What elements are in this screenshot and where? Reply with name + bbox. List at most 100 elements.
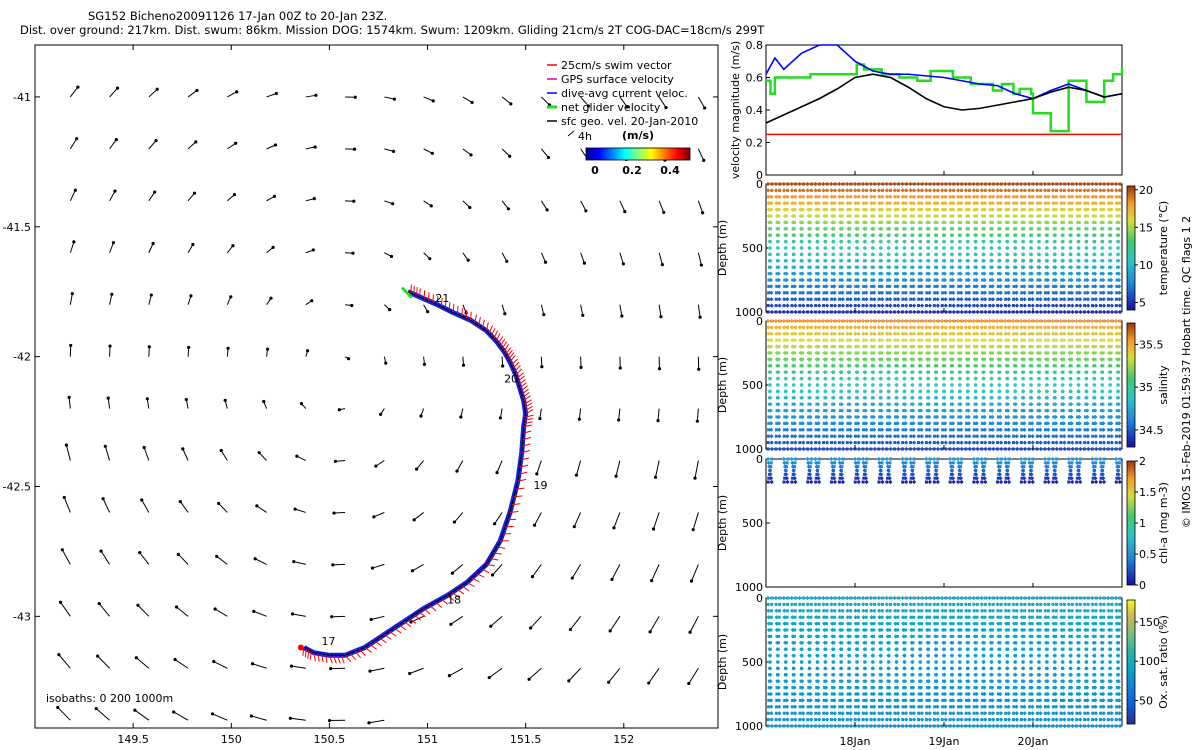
temperature-sample <box>1043 297 1047 301</box>
salinity-sample <box>1100 383 1104 387</box>
current-arrow <box>409 667 424 674</box>
salinity-sample <box>817 325 821 329</box>
salinity-sample <box>928 338 932 342</box>
oxygen-sample <box>769 628 773 632</box>
salinity-sample <box>878 402 882 406</box>
salinity-sample <box>989 402 993 406</box>
temperature-sample <box>1098 304 1102 308</box>
salinity-sample <box>857 325 861 329</box>
velocity-ylabel: velocity magnitude (m/s) <box>729 41 742 179</box>
temperature-sample <box>1085 240 1089 244</box>
temperature-sample <box>841 195 845 199</box>
chla-sample <box>932 480 936 484</box>
salinity-sample <box>1075 434 1079 438</box>
current-arrow-head <box>610 577 614 581</box>
temperature-sample <box>1078 201 1082 205</box>
salinity-ytick-label: 500 <box>742 379 763 392</box>
temperature-sample <box>935 214 939 218</box>
swim-vector <box>496 546 506 549</box>
oxygen-sample <box>777 622 781 626</box>
salinity-sample <box>1021 396 1025 400</box>
temperature-sample <box>1023 195 1027 199</box>
temperature-sample <box>1051 291 1055 295</box>
salinity-sample <box>815 409 819 413</box>
current-arrow <box>456 460 464 472</box>
chla-cbar-label: 1 <box>1139 517 1146 530</box>
temperature-sample <box>972 291 976 295</box>
temperature-sample <box>1055 182 1059 186</box>
temperature-sample <box>1011 310 1015 314</box>
temperature-sample <box>943 290 948 295</box>
current-arrow-head <box>108 344 112 348</box>
current-arrow-head <box>134 656 138 660</box>
temperature-sample <box>912 182 916 186</box>
salinity-sample <box>1098 447 1102 451</box>
temperature-sample <box>995 188 1000 193</box>
chla-sample <box>1116 472 1120 476</box>
salinity-sample <box>959 332 963 336</box>
salinity-sample <box>997 402 1001 406</box>
swim-vector <box>476 573 485 578</box>
temperature-sample <box>908 188 913 193</box>
temperature-sample <box>932 201 937 206</box>
salinity-sample <box>996 415 1000 419</box>
temperature-sample <box>918 265 922 269</box>
temperature-sample <box>793 188 797 192</box>
salinity-sample <box>1045 383 1049 387</box>
salinity-sample <box>1068 396 1072 400</box>
temperature-sample <box>885 291 889 295</box>
temperature-sample <box>1038 201 1042 205</box>
salinity-sample <box>1116 389 1120 393</box>
temperature-sample <box>1051 297 1055 301</box>
temperature-sample <box>856 303 861 308</box>
temperature-sample <box>790 310 794 314</box>
current-arrow-head <box>352 199 356 203</box>
temperature-sample <box>849 188 853 192</box>
oxygen-sample <box>766 724 770 728</box>
temperature-sample <box>797 188 802 193</box>
temperature-sample <box>998 233 1002 237</box>
temperature-sample <box>910 259 914 263</box>
temperature-sample <box>823 252 827 256</box>
current-arrow-head <box>492 522 497 526</box>
salinity-ylabel: Depth (m) <box>716 357 729 413</box>
salinity-sample <box>956 447 960 451</box>
salinity-sample <box>1053 377 1057 381</box>
temperature-sample <box>972 304 976 308</box>
swim-vector <box>524 402 533 408</box>
temperature-sample <box>1029 259 1033 263</box>
salinity-sample <box>1052 409 1056 413</box>
temperature-sample <box>766 304 770 308</box>
temperature-sample <box>814 284 818 288</box>
temperature-sample <box>884 194 890 199</box>
temperature-sample <box>973 259 977 263</box>
salinity-sample <box>831 389 835 393</box>
temperature-sample <box>990 290 995 295</box>
chla-sample <box>1019 480 1023 484</box>
salinity-sample <box>1029 396 1033 400</box>
temperature-sample <box>1062 208 1066 212</box>
current-arrow-head <box>253 557 257 561</box>
temperature-sample <box>885 310 889 314</box>
salinity-sample <box>1078 332 1082 336</box>
salinity-sample <box>865 319 869 323</box>
chla-sample <box>1029 472 1033 476</box>
salinity-sample <box>1068 409 1072 413</box>
chla-sample <box>831 472 835 476</box>
temperature-sample <box>774 194 779 199</box>
temperature-sample <box>900 201 906 206</box>
current-arrow-head <box>353 95 357 99</box>
temperature-sample <box>1039 182 1043 186</box>
temperature-sample <box>871 246 875 250</box>
temperature-sample <box>958 233 962 237</box>
temperature-sample <box>815 265 819 269</box>
temperature-sample <box>814 291 818 295</box>
swim-vector <box>435 601 443 608</box>
chla-sample <box>997 469 1001 473</box>
temperature-sample <box>981 272 985 276</box>
salinity-sample <box>1075 441 1079 445</box>
temperature-sample <box>868 181 873 187</box>
current-arrow-head <box>217 501 221 506</box>
salinity-sample <box>957 402 961 406</box>
temperature-sample <box>777 214 781 218</box>
